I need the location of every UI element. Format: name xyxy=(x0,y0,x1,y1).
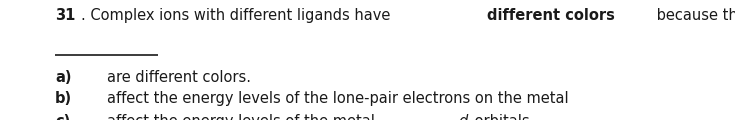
Text: affect the energy levels of the lone-pair electrons on the metal: affect the energy levels of the lone-pai… xyxy=(107,91,568,106)
Text: d: d xyxy=(458,114,467,120)
Text: a): a) xyxy=(55,70,71,85)
Text: . Complex ions with different ligands have: . Complex ions with different ligands ha… xyxy=(82,8,395,23)
Text: different colors: different colors xyxy=(487,8,614,23)
Text: c): c) xyxy=(55,114,71,120)
Text: orbitals: orbitals xyxy=(470,114,530,120)
Text: b): b) xyxy=(55,91,72,106)
Text: because the: because the xyxy=(651,8,735,23)
Text: affect the energy levels of the metal: affect the energy levels of the metal xyxy=(107,114,379,120)
Text: 31: 31 xyxy=(55,8,76,23)
Text: are different colors.: are different colors. xyxy=(107,70,251,85)
